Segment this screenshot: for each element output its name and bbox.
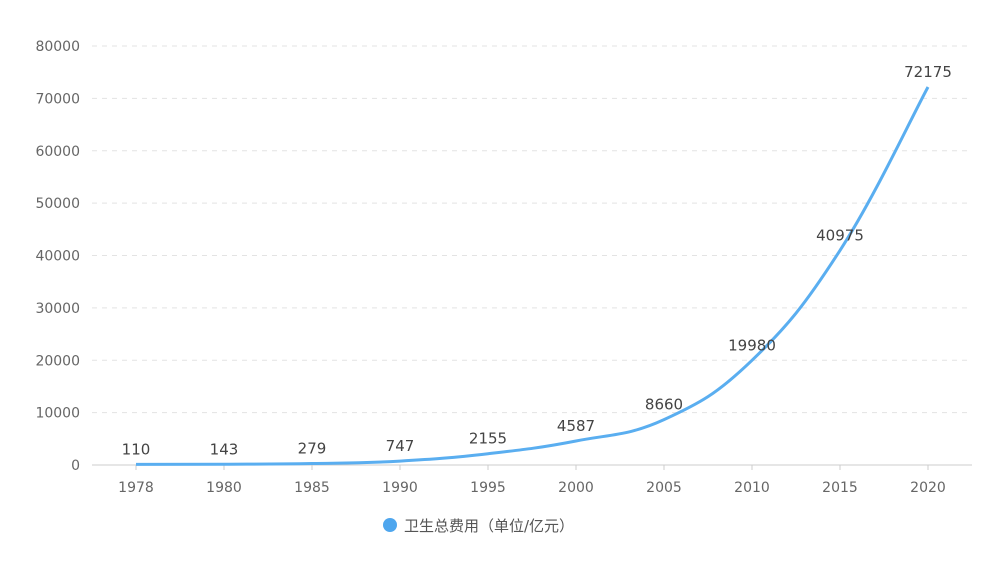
y-tick-label: 50000 <box>35 196 80 212</box>
y-axis: 0 10000 20000 30000 40000 50000 60000 70000 8000… <box>35 39 80 474</box>
data-label: 143 <box>210 440 239 458</box>
x-tick-label: 1980 <box>206 480 242 496</box>
data-label: 4587 <box>557 417 595 435</box>
x-tick-label: 1990 <box>382 480 418 496</box>
x-tick-label: 1978 <box>118 480 154 496</box>
data-label: 19980 <box>728 336 776 354</box>
y-tick-label: 20000 <box>35 353 80 369</box>
data-label: 8660 <box>645 396 683 414</box>
y-tick-label: 30000 <box>35 301 80 317</box>
y-tick-label: 0 <box>71 458 80 474</box>
x-tick-label: 1985 <box>294 480 330 496</box>
x-tick-label: 2015 <box>822 480 858 496</box>
data-label: 40975 <box>816 226 864 244</box>
data-label: 279 <box>298 440 327 458</box>
series-line <box>135 86 930 466</box>
series-group <box>135 86 930 466</box>
data-label: 110 <box>122 440 151 458</box>
x-tick-label: 2005 <box>646 480 682 496</box>
data-label: 72175 <box>904 63 952 81</box>
y-tick-label: 60000 <box>35 144 80 160</box>
legend-label: 卫生总费用（单位/亿元） <box>404 517 574 535</box>
data-labels: 110 143 279 747 2155 4587 8660 19980 40975 72175 <box>122 63 952 458</box>
legend-marker <box>383 518 397 532</box>
x-tick-label: 2020 <box>910 480 946 496</box>
y-tick-label: 70000 <box>35 91 80 107</box>
x-tick-label: 2000 <box>558 480 594 496</box>
x-tick-label: 2010 <box>734 480 770 496</box>
y-tick-label: 40000 <box>35 249 80 265</box>
x-axis: 1978 1980 1985 1990 1995 2000 2005 2010 2015 2020 <box>92 464 972 496</box>
y-tick-label: 80000 <box>35 39 80 55</box>
y-tick-label: 10000 <box>35 406 80 422</box>
data-label: 747 <box>386 437 415 455</box>
x-tick-label: 1995 <box>470 480 506 496</box>
legend[interactable]: 卫生总费用（单位/亿元） <box>383 517 574 535</box>
grid-lines <box>92 45 972 414</box>
data-label: 2155 <box>469 430 507 448</box>
